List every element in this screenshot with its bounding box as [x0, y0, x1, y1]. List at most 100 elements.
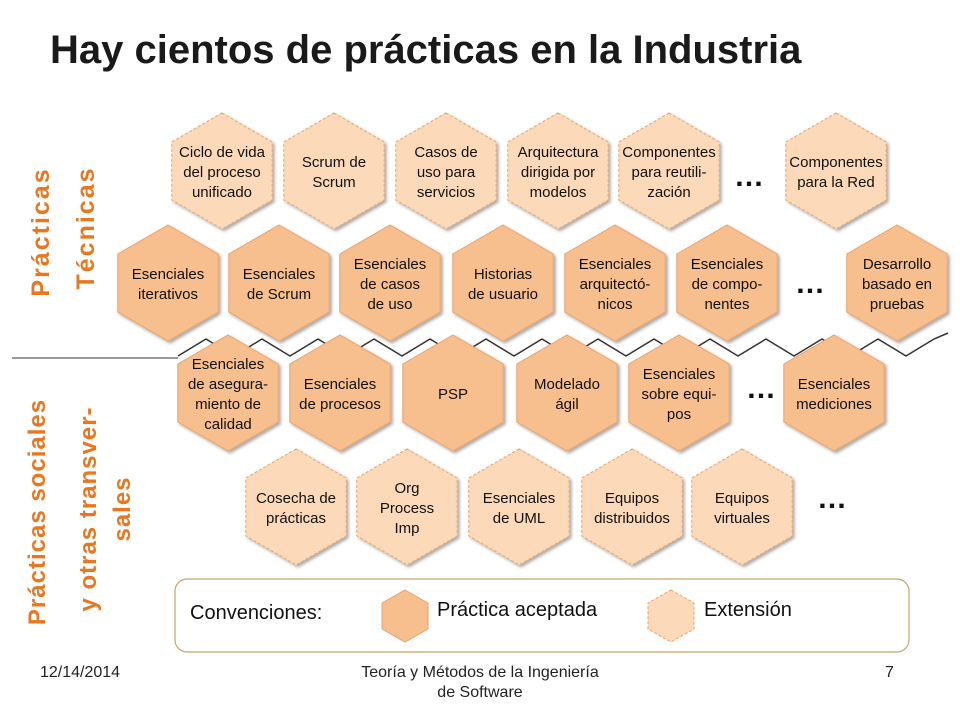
- hex-label-line: basado en: [862, 276, 932, 293]
- hex-label-line: para reutili-: [631, 164, 706, 181]
- hex-label-line: Cosecha de: [256, 490, 336, 507]
- hex-label-line: unificado: [192, 184, 252, 201]
- hex-label-line: zación: [647, 184, 690, 201]
- practice-hex: Esenciales de asegura-miento de calidad: [177, 334, 279, 452]
- hex-label-line: Esenciales: [691, 256, 764, 273]
- hex-label-line: Componentes: [622, 144, 715, 161]
- practice-hex: Esenciales de Scrum: [228, 224, 330, 342]
- accepted-practice-hexagon: [676, 224, 778, 342]
- practice-hex: Cosecha de prácticas: [245, 448, 347, 566]
- hex-label-line: del proceso: [183, 164, 261, 181]
- hex-label-line: de procesos: [299, 396, 381, 413]
- side-label-sociales-2: y otras transver-: [75, 406, 102, 611]
- hex-label-line: para la Red: [797, 174, 875, 191]
- practice-hex: Historias de usuario: [452, 224, 554, 342]
- hex-label-line: pos: [667, 406, 691, 423]
- practice-hex: Componentes para reutili-zación: [618, 112, 720, 230]
- extension-practice-hexagon: [507, 112, 609, 230]
- hex-label-line: Casos de: [414, 144, 477, 161]
- practice-hex: Esenciales de procesos: [289, 334, 391, 452]
- hex-label-line: calidad: [204, 416, 252, 433]
- hex-label-line: Org: [394, 480, 419, 497]
- hexagon-grid: Ciclo de vida del proceso unificado Scrum d…: [117, 112, 948, 566]
- extension-practice-hexagon: [283, 112, 385, 230]
- extension-practice-hexagon: [691, 448, 793, 566]
- hex-label-line: de usuario: [468, 286, 538, 303]
- legend-frame: [174, 578, 910, 653]
- side-label-sociales-1: Prácticas sociales: [24, 399, 51, 625]
- practice-hex: Modelado ágil: [516, 334, 618, 452]
- hex-label-line: Componentes: [789, 154, 882, 171]
- hex-label-line: iterativos: [138, 286, 198, 303]
- hex-label-line: Scrum: [312, 174, 355, 191]
- hex-label-line: modelos: [530, 184, 587, 201]
- hex-label-line: Esenciales: [192, 356, 265, 373]
- practice-hex: Esenciales mediciones: [783, 334, 885, 452]
- hex-label-line: de uso: [367, 296, 412, 313]
- hex-label-line: Desarrollo: [863, 256, 931, 273]
- legend-extension-label: Extensión: [704, 599, 792, 621]
- practice-hex: Esenciales arquitectó-nicos: [564, 224, 666, 342]
- hex-label-line: Imp: [394, 520, 419, 537]
- footer-date: 12/14/2014: [40, 664, 121, 681]
- hex-label-line: Esenciales: [643, 366, 716, 383]
- legend-accepted-hex: [381, 589, 429, 643]
- side-label-practicas: Prácticas: [27, 167, 55, 296]
- hex-label-line: nentes: [704, 296, 749, 313]
- accepted-practice-hexagon: [117, 224, 219, 342]
- accepted-practice-hexagon: [289, 334, 391, 452]
- hex-label-line: pruebas: [870, 296, 924, 313]
- practice-hex: Componentes para la Red: [785, 112, 887, 230]
- ellipsis-row4: …: [817, 482, 847, 515]
- hex-label-line: mediciones: [796, 396, 872, 413]
- accepted-practice-hexagon: [846, 224, 948, 342]
- extension-practice-hexagon: [581, 448, 683, 566]
- practice-hex: Esenciales iterativos: [117, 224, 219, 342]
- practice-hex: Esenciales sobre equi-pos: [628, 334, 730, 452]
- ellipsis-row1: …: [734, 160, 764, 193]
- hex-label-line: de compo-: [692, 276, 763, 293]
- legend-accepted-label: Práctica aceptada: [437, 599, 598, 621]
- footer-course-line1: Teoría y Métodos de la Ingeniería: [361, 664, 599, 681]
- accepted-practice-hexagon: [783, 334, 885, 452]
- hex-label-line: Esenciales: [132, 266, 205, 283]
- ellipsis-row3: …: [746, 372, 776, 405]
- slide-title: Hay cientos de prácticas en la Industria: [50, 28, 802, 72]
- practice-hex: Scrum de Scrum: [283, 112, 385, 230]
- side-label-tecnicas: Técnicas: [72, 166, 100, 289]
- hex-label-line: Esenciales: [798, 376, 871, 393]
- practice-hex: Esenciales de UML: [468, 448, 570, 566]
- practice-hex: Equipos distribuidos: [581, 448, 683, 566]
- hex-label-line: virtuales: [714, 510, 770, 527]
- hex-label-line: Esenciales: [579, 256, 652, 273]
- practice-hex: Ciclo de vida del proceso unificado: [171, 112, 273, 230]
- hex-label-line: Historias: [474, 266, 532, 283]
- hex-label-line: nicos: [597, 296, 632, 313]
- hex-label-line: dirigida por: [521, 164, 595, 181]
- hex-label-line: miento de: [195, 396, 261, 413]
- footer-page-number: 7: [885, 664, 894, 681]
- accepted-practice-hexagon: [177, 334, 279, 452]
- hex-label-line: Modelado: [534, 376, 600, 393]
- practice-hex: Desarrollo basado en pruebas: [846, 224, 948, 342]
- accepted-practice-hexagon: [228, 224, 330, 342]
- footer-course-line2: de Software: [437, 684, 523, 701]
- practice-hex: Org Process Imp: [356, 448, 458, 566]
- hex-label-line: Equipos: [605, 490, 659, 507]
- hex-label-line: Process: [380, 500, 434, 517]
- hex-label-line: Esenciales: [354, 256, 427, 273]
- hex-label-line: de asegura-: [188, 376, 268, 393]
- extension-practice-hexagon: [468, 448, 570, 566]
- extension-practice-hexagon: [618, 112, 720, 230]
- practice-hex: Casos de uso para servicios: [395, 112, 497, 230]
- hex-label-line: uso para: [417, 164, 476, 181]
- practice-hex: Arquitectura dirigida por modelos: [507, 112, 609, 230]
- side-label-sociales-3: sales: [109, 476, 136, 541]
- accepted-practice-hexagon: [339, 224, 441, 342]
- practice-hex: Esenciales de compo-nentes: [676, 224, 778, 342]
- hex-label-line: de UML: [493, 510, 546, 527]
- legend-box: Convenciones: Práctica aceptada Extensió…: [174, 578, 910, 653]
- accepted-practice-hexagon: [628, 334, 730, 452]
- hex-label-line: de casos: [360, 276, 420, 293]
